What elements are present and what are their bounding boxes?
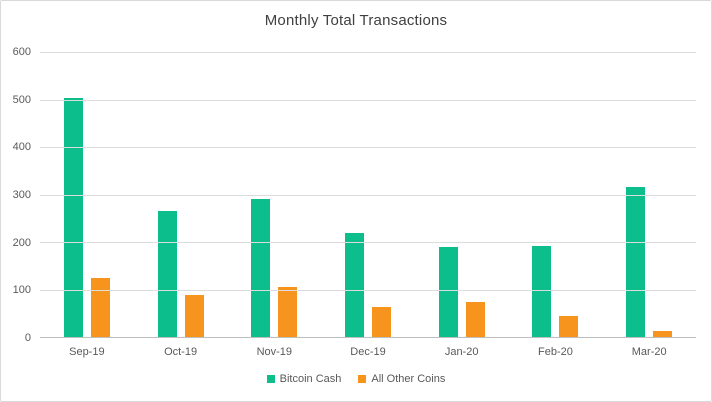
bar-group-feb-20 <box>509 52 603 337</box>
y-tick-label-0: 0 <box>24 332 31 344</box>
x-tick-label-jan-20: Jan-20 <box>444 346 479 358</box>
legend-item-bitcoin-cash: Bitcoin Cash <box>266 373 342 385</box>
bitcoin-cash-swatch <box>266 375 275 383</box>
x-tick-label-sep-19: Sep-19 <box>69 346 105 358</box>
gridline-500 <box>40 99 696 101</box>
bar-group-dec-19 <box>321 52 415 337</box>
bar-all-other-coins-sep-19 <box>90 278 110 337</box>
bar-all-other-coins-jan-20 <box>465 301 485 337</box>
bar-bitcoin-cash-mar-20 <box>626 186 646 337</box>
x-tick-label-dec-19: Dec-19 <box>350 346 386 358</box>
bar-bitcoin-cash-jan-20 <box>438 246 458 337</box>
legend-label: All Other Coins <box>371 373 446 385</box>
y-tick-label-300: 300 <box>12 189 31 201</box>
y-tick-label-600: 600 <box>12 46 31 58</box>
bar-all-other-coins-dec-19 <box>372 306 392 337</box>
all-other-coins-swatch <box>358 375 367 383</box>
gridline-600 <box>40 52 696 53</box>
y-axis-labels: 600 500 400 300 200 100 0 <box>1 46 33 344</box>
x-axis-labels: Sep-19 Oct-19 Nov-19 Dec-19 Jan-20 Feb-20 Mar-… <box>40 346 696 358</box>
bar-group-sep-19 <box>40 52 134 337</box>
bar-bitcoin-cash-sep-19 <box>63 98 83 337</box>
bar-all-other-coins-feb-20 <box>559 315 579 337</box>
gridline-200 <box>40 242 696 243</box>
x-tick-label-nov-19: Nov-19 <box>256 346 293 358</box>
plot-area <box>40 52 696 338</box>
bar-group-nov-19 <box>227 52 321 337</box>
gridline-400 <box>40 147 696 148</box>
bar-all-other-coins-nov-19 <box>278 287 298 337</box>
bar-all-other-coins-oct-19 <box>184 294 204 337</box>
bar-bitcoin-cash-feb-20 <box>532 245 552 337</box>
bar-group-jan-20 <box>415 52 509 337</box>
gridline-100 <box>40 289 696 291</box>
bar-groups <box>40 52 696 337</box>
y-tick-label-200: 200 <box>12 236 31 249</box>
y-tick-label-400: 400 <box>12 141 31 154</box>
gridline-300 <box>40 194 696 196</box>
bar-bitcoin-cash-nov-19 <box>251 198 271 337</box>
y-tick-label-500: 500 <box>12 93 31 106</box>
y-tick-label-100: 100 <box>12 284 31 297</box>
x-tick-label-oct-19: Oct-19 <box>164 346 198 358</box>
legend: Bitcoin Cash All Other Coins <box>1 373 711 385</box>
legend-label: Bitcoin Cash <box>279 373 342 385</box>
legend-item-all-other-coins: All Other Coins <box>358 373 445 385</box>
chart-title: Monthly Total Transactions <box>264 12 448 29</box>
bar-group-mar-20 <box>602 52 696 337</box>
bar-bitcoin-cash-dec-19 <box>345 232 365 337</box>
bar-all-other-coins-mar-20 <box>653 331 673 337</box>
x-tick-label-feb-20: Feb-20 <box>538 346 573 358</box>
x-tick-label-mar-20: Mar-20 <box>631 346 667 358</box>
bar-bitcoin-cash-oct-19 <box>157 211 177 337</box>
